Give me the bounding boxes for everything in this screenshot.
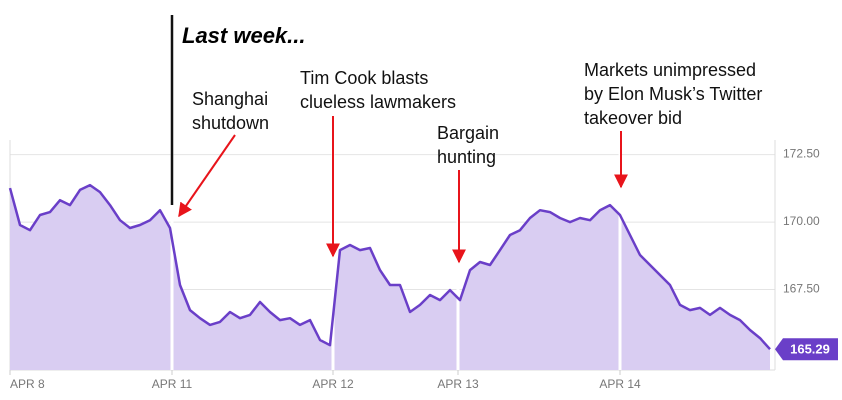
x-tick-label: APR 13 — [437, 377, 479, 391]
annotation: Tim Cook blasts — [300, 68, 428, 88]
value-tag — [775, 338, 838, 361]
annotation: by Elon Musk’s Twitter — [584, 84, 762, 104]
x-tick-label: APR 8 — [10, 377, 45, 391]
annotation: shutdown — [192, 113, 269, 133]
y-tick-label: 172.50 — [783, 147, 820, 161]
x-tick-label: APR 12 — [312, 377, 354, 391]
arrow — [178, 134, 236, 218]
y-tick-label: 170.00 — [783, 214, 820, 228]
x-tick-label: APR 14 — [599, 377, 641, 391]
y-tick-label: 167.50 — [783, 282, 820, 296]
x-tick-label: APR 11 — [152, 377, 193, 391]
chart-title: Last week... — [182, 23, 306, 48]
annotation: hunting — [437, 147, 496, 167]
annotation: takeover bid — [584, 108, 682, 128]
line — [8, 183, 771, 351]
annotation: clueless lawmakers — [300, 92, 456, 112]
annotation: Bargain — [437, 123, 499, 143]
value-label: 165.29 — [790, 342, 830, 357]
annotation: Markets unimpressed — [584, 60, 756, 80]
plot-area: 167.50 170.00 172.50 APR 8 APR 11 APR 12 APR 1… — [8, 140, 838, 391]
area — [10, 185, 770, 370]
annotation: Shanghai — [192, 89, 268, 109]
